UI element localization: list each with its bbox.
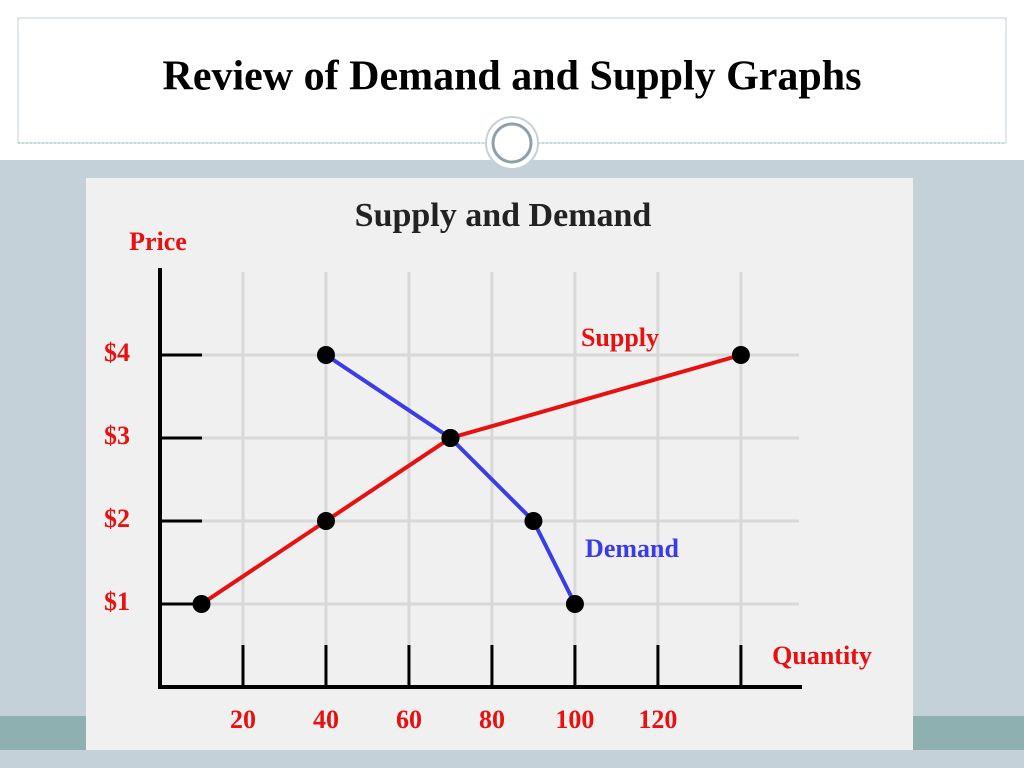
x-tick-label: 120 bbox=[638, 705, 677, 734]
y-tick-label: $4 bbox=[104, 338, 130, 367]
point bbox=[524, 512, 543, 530]
x-tick-label: 40 bbox=[313, 705, 339, 734]
y-tick-label: $3 bbox=[104, 421, 130, 450]
ornament-inner bbox=[491, 122, 533, 164]
series-line bbox=[200, 353, 742, 606]
point bbox=[316, 346, 335, 364]
chart-panel bbox=[86, 178, 913, 750]
series-label: Demand bbox=[585, 534, 679, 563]
x-axis-label: Quantity bbox=[772, 641, 872, 670]
x-tick-label: 100 bbox=[555, 705, 594, 734]
y-tick-label: $2 bbox=[104, 504, 130, 533]
point bbox=[731, 346, 750, 364]
y-axis-label: Price bbox=[129, 227, 187, 256]
point bbox=[316, 512, 335, 530]
slide-title: Review of Demand and Supply Graphs bbox=[163, 54, 862, 100]
series-label: Supply bbox=[581, 323, 659, 352]
series-line bbox=[324, 353, 577, 605]
point bbox=[441, 429, 460, 447]
y-tick-label: $1 bbox=[104, 587, 130, 616]
x-tick-label: 20 bbox=[230, 705, 256, 734]
x-tick-label: 80 bbox=[479, 705, 505, 734]
point bbox=[565, 595, 584, 613]
chart-title: Supply and Demand bbox=[355, 197, 652, 234]
point bbox=[192, 595, 211, 613]
x-tick-label: 60 bbox=[396, 705, 422, 734]
